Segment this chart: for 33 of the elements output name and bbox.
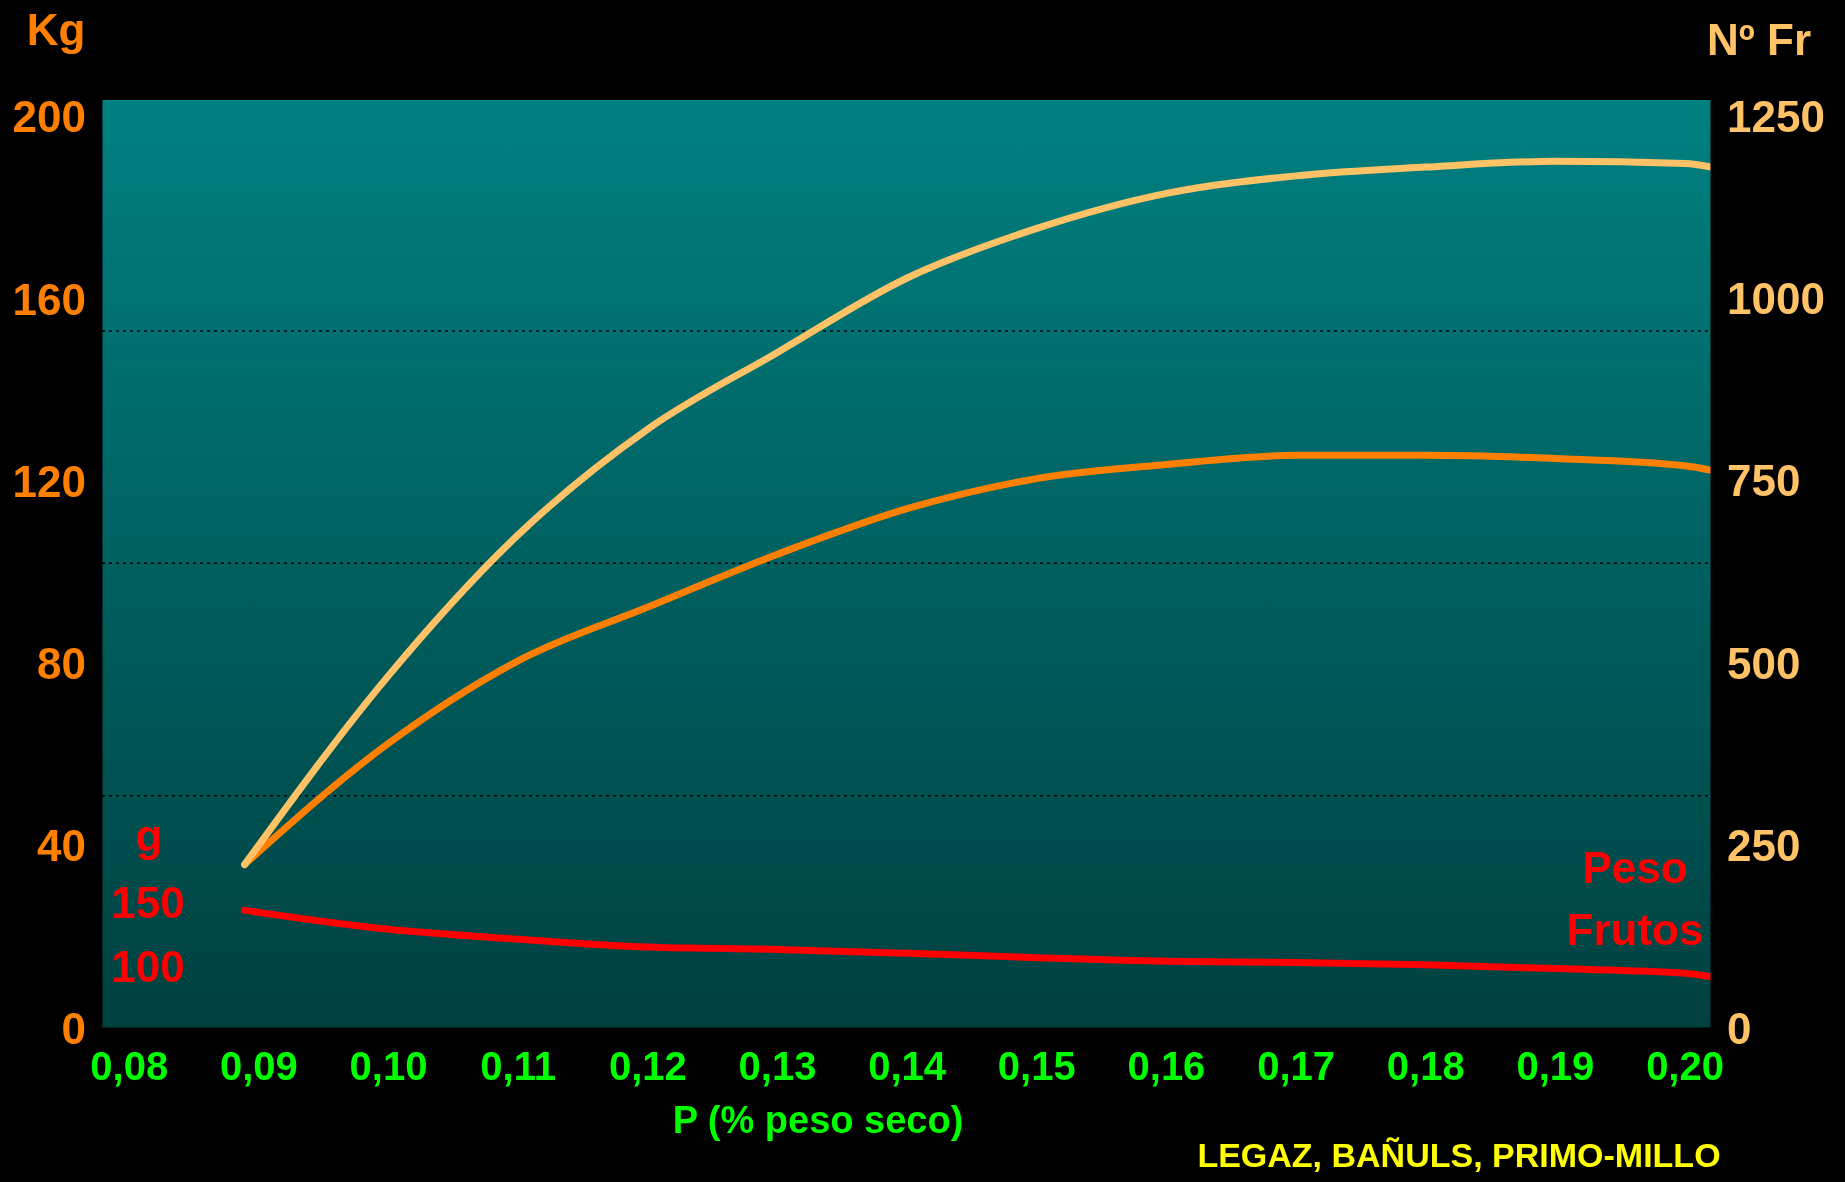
y-tick-label: 80	[37, 639, 86, 689]
x-tick-label: 0,17	[1257, 1044, 1336, 1089]
y2-tick-label: 250	[1727, 821, 1801, 871]
y2-axis-title: Nº Fr	[1706, 14, 1812, 64]
y-tick-label: 120	[12, 456, 86, 506]
y-tick-label: 160	[12, 274, 86, 324]
x-axis-title: P (% peso seco)	[672, 1099, 964, 1141]
x-tick-label: 0,11	[480, 1044, 557, 1089]
y2-tick-label: 0	[1727, 1003, 1752, 1053]
y2-tick-label: 750	[1727, 456, 1801, 506]
x-tick-label: 0,15	[997, 1044, 1076, 1089]
x-tick-label: 0,13	[738, 1044, 817, 1089]
x-tick-label: 0,14	[868, 1044, 947, 1089]
x-tick-label: 0,12	[608, 1044, 687, 1089]
x-tick-label: 0,09	[219, 1044, 298, 1089]
x-tick-label: 0,10	[349, 1044, 428, 1089]
y3-axis-title: g	[135, 810, 163, 860]
y3-tick-label: 150	[111, 877, 185, 927]
y-axis-title: Kg	[26, 4, 86, 54]
y2-tick-label: 500	[1727, 638, 1801, 688]
series-label: Peso Frutos	[1566, 842, 1704, 954]
x-tick-label: 0,16	[1127, 1044, 1206, 1089]
y3-tick-label: 100	[111, 941, 185, 991]
x-tick-label: 0,18	[1386, 1044, 1465, 1089]
text: LEGAZ, BAÑULS, PRIMO-MILLO	[1197, 1135, 1721, 1175]
y-tick-label: 40	[37, 821, 86, 871]
x-tick-label: 0,19	[1516, 1044, 1595, 1089]
y-tick-label: 200	[12, 92, 86, 142]
y2-tick-label: 1000	[1727, 274, 1825, 324]
x-tick-label: 0,08	[90, 1044, 169, 1089]
y-tick-label: 0	[61, 1003, 86, 1053]
x-tick-label: 0,20	[1646, 1044, 1724, 1089]
y2-tick-label: 1250	[1727, 91, 1825, 141]
